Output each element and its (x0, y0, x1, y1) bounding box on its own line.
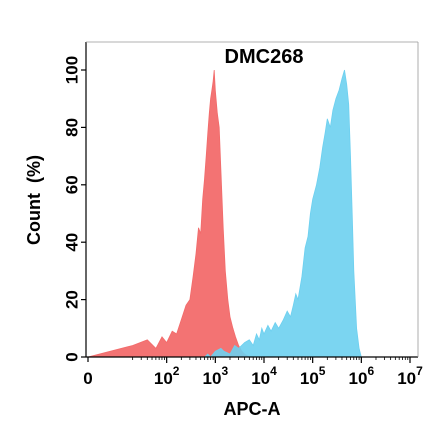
x-tick-label: 106 (349, 364, 375, 388)
x-tick-label: 0 (83, 369, 92, 388)
x-tick-exponent: 3 (221, 364, 228, 378)
x-tick-exponent: 2 (173, 364, 180, 378)
x-tick-exponent: 4 (270, 364, 277, 378)
x-axis: 0 102 103 104 105 106 107 (83, 357, 423, 388)
x-tick-exponent: 6 (367, 364, 374, 378)
x-tick-label: 105 (300, 364, 326, 388)
x-tick-label: 103 (203, 364, 229, 388)
series-layer (87, 69, 362, 358)
x-tick-label: 107 (397, 364, 423, 388)
y-axis: 0 20 40 60 80 100 (63, 56, 86, 362)
histogram-series-1 (87, 69, 251, 358)
x-tick-label: 104 (251, 364, 277, 388)
plot-frame (85, 41, 419, 358)
x-axis-title: APC-A (224, 399, 281, 419)
y-tick-label: 60 (63, 175, 82, 194)
y-axis-title: Count (%) (24, 155, 44, 245)
y-tick-label: 40 (63, 233, 82, 252)
x-tick-exponent: 7 (416, 364, 423, 378)
y-tick-label: 100 (63, 56, 82, 84)
x-tick-exponent: 5 (319, 364, 326, 378)
x-tick-label: 102 (154, 364, 180, 388)
histogram-series-2 (203, 69, 362, 358)
y-tick-label: 0 (63, 352, 82, 361)
chart-title: DMC268 (225, 46, 304, 68)
y-tick-label: 20 (63, 290, 82, 309)
y-tick-label: 80 (63, 118, 82, 137)
